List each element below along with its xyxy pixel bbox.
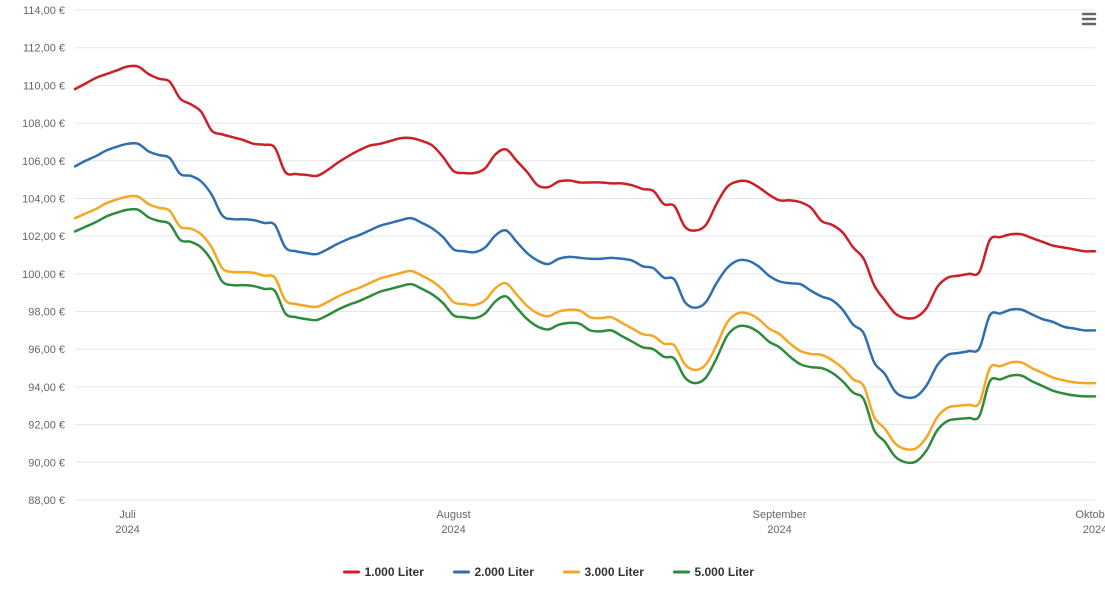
x-axis-tick-label: Juli [119,509,136,521]
x-axis-tick-label: September [753,509,807,521]
series-line [75,66,1095,319]
price-line-chart: 88,00 € 90,00 € 92,00 € 94,00 € 96,00 € 98,00… [0,0,1105,603]
y-axis-tick-label: 114,00 € [23,5,65,17]
y-axis-tick-label: 102,00 € [22,231,65,243]
y-axis-tick-label: 92,00 € [28,420,65,432]
x-axis-tick-sublabel: 2024 [767,524,791,536]
legend-label[interactable]: 2.000 Liter [475,565,535,579]
y-axis-tick-label: 88,00 € [28,495,65,507]
y-axis-tick-label: 90,00 € [28,457,65,469]
chart-menu-icon[interactable] [1083,14,1095,24]
y-axis-tick-label: 108,00 € [22,118,65,130]
legend-label[interactable]: 3.000 Liter [585,565,645,579]
x-axis-tick-label: August [436,509,470,521]
chart-svg: 88,00 € 90,00 € 92,00 € 94,00 € 96,00 € 98,00… [0,0,1105,603]
y-axis-tick-label: 98,00 € [28,307,65,319]
y-axis-tick-label: 110,00 € [23,80,65,92]
x-axis-tick-sublabel: 2024 [441,524,465,536]
legend-label[interactable]: 1.000 Liter [365,565,425,579]
x-axis-tick-sublabel: 2024 [115,524,139,536]
x-axis-tick-sublabel: 2024 [1083,524,1105,536]
y-axis-tick-label: 100,00 € [22,269,65,281]
series-line [75,196,1095,450]
y-axis-tick-label: 96,00 € [28,344,65,356]
y-axis-tick-label: 106,00 € [22,156,65,168]
y-axis-tick-label: 94,00 € [28,382,65,394]
legend: 1.000 Liter 2.000 Liter 3.000 Liter 5.000 L… [345,565,755,579]
x-axis-tick-label: Oktober [1075,509,1105,521]
y-axis-tick-label: 104,00 € [22,193,65,205]
legend-label[interactable]: 5.000 Liter [695,565,755,579]
y-axis-tick-label: 112,00 € [23,43,65,55]
